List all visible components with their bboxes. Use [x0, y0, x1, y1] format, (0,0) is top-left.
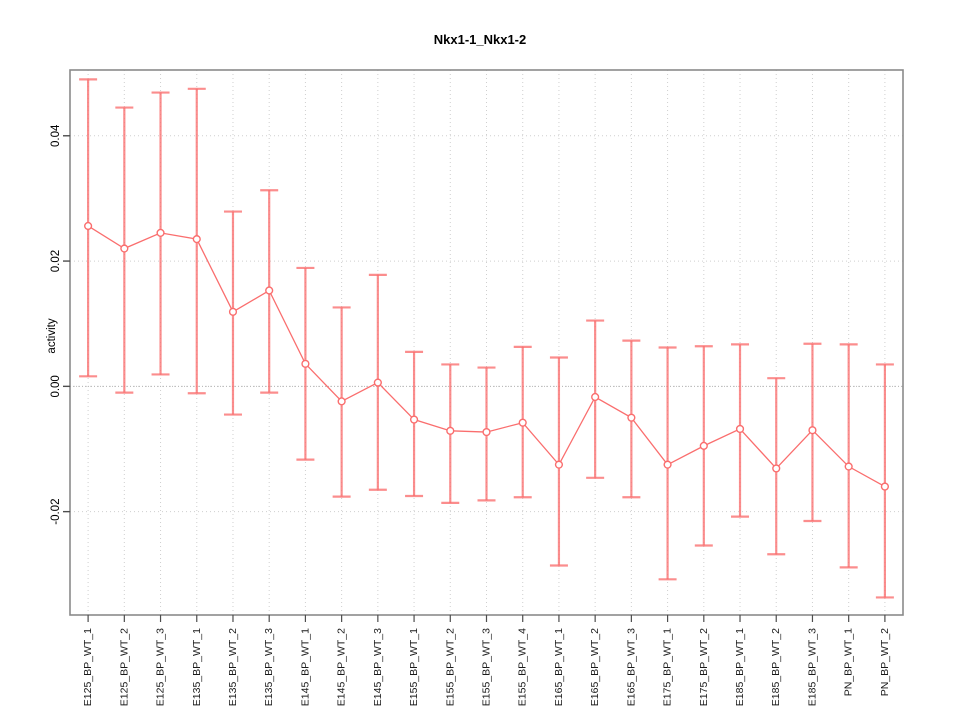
y-tick-label: -0.02: [50, 499, 62, 525]
data-point-marker: [591, 392, 600, 402]
data-point-marker: [265, 286, 274, 295]
x-tick-label: E125_BP_WT_2: [118, 628, 130, 706]
y-tick-label: 0.04: [50, 124, 62, 147]
y-tick-label: 0.02: [50, 250, 62, 272]
data-point-marker: [228, 307, 238, 316]
data-points: [84, 221, 889, 491]
x-tick-label: PN_BP_WT_2: [879, 628, 891, 696]
y-axis-ticks: -0.02 0.00 0.02 0.04: [50, 124, 70, 525]
data-point-marker: [301, 359, 310, 368]
x-tick-label: E125_BP_WT_3: [155, 628, 167, 706]
data-point-marker: [446, 426, 455, 435]
x-tick-label: E145_BP_WT_1: [299, 628, 311, 706]
data-point-marker: [627, 413, 636, 422]
x-tick-label: E175_BP_WT_1: [662, 628, 674, 706]
x-tick-label: E125_BP_WT_1: [82, 628, 94, 706]
x-tick-label: E155_BP_WT_4: [517, 628, 529, 706]
x-axis-ticks: E125_BP_WT_1 E125_BP_WT_2 E125_BP_WT_3 E135…: [82, 615, 891, 706]
data-point-marker: [192, 235, 201, 244]
data-point-marker: [880, 482, 889, 491]
data-point-marker: [409, 415, 419, 424]
x-tick-label: E145_BP_WT_2: [336, 628, 348, 706]
data-point-marker: [772, 464, 781, 473]
x-tick-label: E165_BP_WT_1: [553, 628, 565, 706]
data-point-marker: [518, 418, 527, 427]
data-point-marker: [554, 460, 564, 469]
data-point-marker: [120, 244, 129, 253]
x-tick-label: PN_BP_WT_1: [843, 628, 855, 696]
chart-title: Nkx1-1_Nkx1-2: [433, 32, 527, 47]
x-tick-label: E185_BP_WT_3: [806, 628, 818, 706]
x-tick-label: E155_BP_WT_1: [408, 628, 420, 706]
gridlines: [70, 70, 903, 615]
y-tick-label: 0.00: [50, 375, 62, 397]
x-tick-label: E185_BP_WT_2: [770, 628, 782, 706]
x-tick-label: E155_BP_WT_2: [444, 628, 456, 706]
x-tick-label: E135_BP_WT_2: [227, 628, 239, 706]
data-point-marker: [735, 424, 745, 434]
data-point-marker: [808, 426, 817, 435]
data-point-marker: [84, 221, 93, 231]
data-point-marker: [337, 397, 346, 406]
x-tick-label: E185_BP_WT_1: [734, 628, 746, 706]
x-tick-label: E145_BP_WT_3: [372, 628, 384, 706]
data-point-marker: [844, 462, 853, 471]
x-tick-label: E135_BP_WT_1: [191, 628, 203, 706]
x-tick-label: E165_BP_WT_2: [589, 628, 601, 706]
x-tick-label: E135_BP_WT_3: [263, 628, 275, 706]
data-point-marker: [156, 228, 165, 237]
data-point-marker: [373, 378, 382, 387]
x-tick-label: E175_BP_WT_2: [698, 628, 710, 706]
x-tick-label: E155_BP_WT_3: [481, 628, 493, 706]
data-point-marker: [482, 427, 491, 437]
x-tick-label: E165_BP_WT_3: [625, 628, 637, 706]
data-point-marker: [699, 441, 708, 450]
data-point-marker: [663, 460, 672, 469]
